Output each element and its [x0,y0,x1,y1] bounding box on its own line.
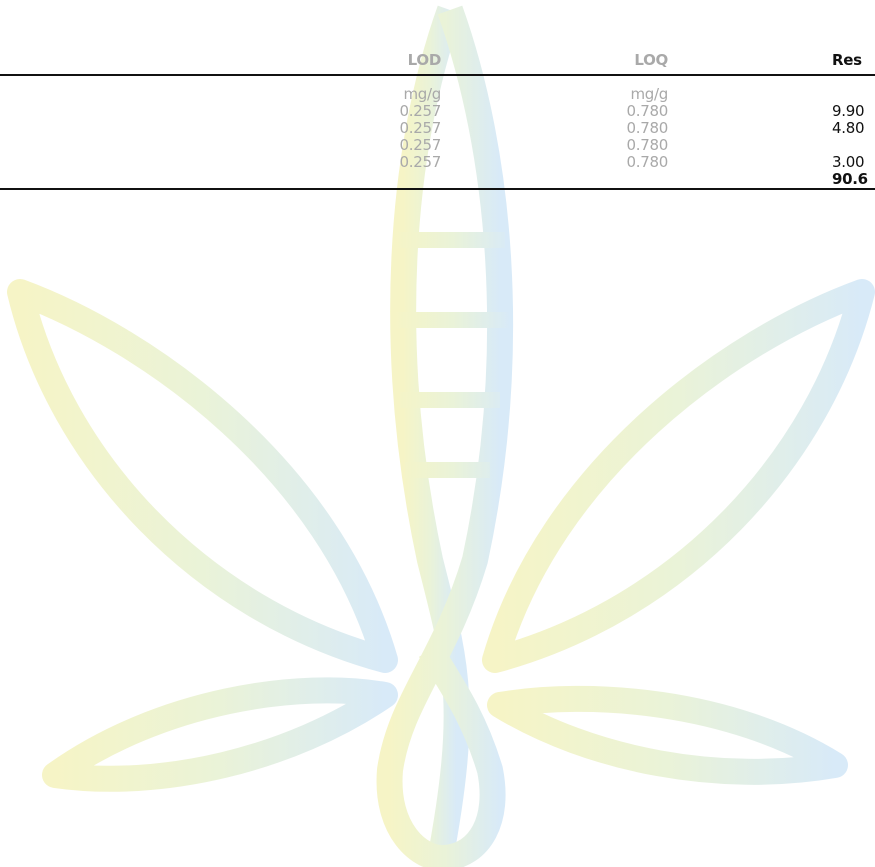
header-loq: LOQ [634,51,668,69]
unit-loq: mg/g [630,85,668,103]
lod-cell: 0.257 [399,102,442,120]
leaf-logo [7,5,875,867]
lod-cell: 0.257 [399,136,442,154]
loq-cell: 0.780 [626,119,669,137]
loq-cell: 0.780 [626,136,669,154]
result-cell: 9.90 [832,102,865,120]
lod-cell: 0.257 [399,119,442,137]
footer-rule [0,188,875,190]
unit-lod: mg/g [403,85,441,103]
total-result: 90.6 [832,170,868,188]
header-result: Res [832,51,862,69]
loq-cell: 0.780 [626,153,669,171]
result-cell: 3.00 [832,153,865,171]
header-rule [0,74,875,76]
lod-cell: 0.257 [399,153,442,171]
result-cell: 4.80 [832,119,865,137]
loq-cell: 0.780 [626,102,669,120]
header-lod: LOD [407,51,442,69]
